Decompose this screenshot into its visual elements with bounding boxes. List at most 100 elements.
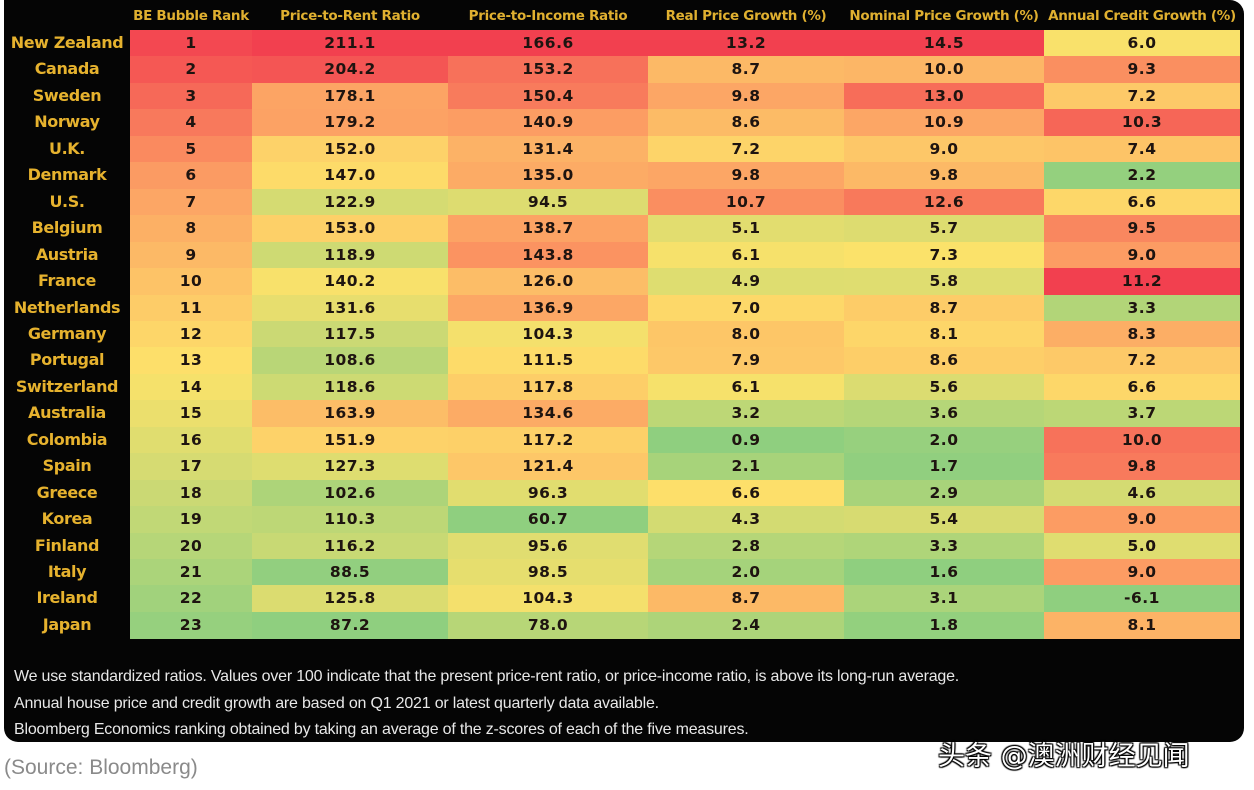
data-cell: 9.8 xyxy=(648,82,844,110)
data-cell: 1.6 xyxy=(844,559,1044,587)
row-label-country: U.K. xyxy=(49,138,85,158)
data-cell: 10.3 xyxy=(1044,109,1240,137)
footnotes: We use standardized ratios. Values over … xyxy=(14,664,959,744)
data-cell: 2.1 xyxy=(648,453,844,481)
data-cell: 10.0 xyxy=(1044,426,1240,454)
rank-cell: 10 xyxy=(130,268,252,296)
data-cell: 1.8 xyxy=(844,611,1044,639)
data-cell: 2.8 xyxy=(648,532,844,560)
rank-cell: 3 xyxy=(130,82,252,110)
data-cell: 5.0 xyxy=(1044,532,1240,560)
data-cell: 134.6 xyxy=(448,400,648,428)
data-cell: 178.1 xyxy=(252,82,448,110)
data-cell: 108.6 xyxy=(252,347,448,375)
row-label-country: Japan xyxy=(42,614,92,634)
data-cell: 3.3 xyxy=(1044,294,1240,322)
data-cell: 2.4 xyxy=(648,611,844,639)
data-cell: 88.5 xyxy=(252,559,448,587)
row-label-country: Australia xyxy=(28,403,106,423)
footnote-2: Annual house price and credit growth are… xyxy=(14,694,659,712)
data-cell: 7.3 xyxy=(844,241,1044,269)
data-cell: 3.3 xyxy=(844,532,1044,560)
rank-cell: 6 xyxy=(130,162,252,190)
column-header: Nominal Price Growth (%) xyxy=(849,8,1039,24)
data-cell: 2.9 xyxy=(844,479,1044,507)
data-cell: 136.9 xyxy=(448,294,648,322)
data-cell: 3.7 xyxy=(1044,400,1240,428)
data-cell: 104.3 xyxy=(448,320,648,348)
data-cell: 2.2 xyxy=(1044,162,1240,190)
footnote-3: Bloomberg Economics ranking obtained by … xyxy=(14,721,749,738)
data-cell: 131.6 xyxy=(252,294,448,322)
row-label-country: Denmark xyxy=(27,165,107,185)
data-cell: 150.4 xyxy=(448,82,648,110)
row-label-country: Sweden xyxy=(32,85,102,105)
data-cell: 7.4 xyxy=(1044,135,1240,163)
data-cell: 3.2 xyxy=(648,400,844,428)
data-cell: 152.0 xyxy=(252,135,448,163)
data-cell: 5.4 xyxy=(844,506,1044,534)
data-cell: 96.3 xyxy=(448,479,648,507)
data-cell: 9.8 xyxy=(844,162,1044,190)
data-cell: 0.9 xyxy=(648,426,844,454)
column-header-row: BE Bubble Rank Price-to-Rent Ratio Price-t… xyxy=(4,0,1244,34)
data-cell: 8.7 xyxy=(648,56,844,84)
data-cell: 3.1 xyxy=(844,585,1044,613)
rank-cell: 21 xyxy=(130,559,252,587)
rank-cell: 7 xyxy=(130,188,252,216)
data-cell: 8.3 xyxy=(1044,320,1240,348)
data-cell: 14.5 xyxy=(844,30,1044,58)
data-cell: 5.8 xyxy=(844,268,1044,296)
watermark: 头条 @澳洲财经见闻 xyxy=(938,741,1190,772)
row-label-country: New Zealand xyxy=(10,33,124,52)
row-label-country: Belgium xyxy=(31,218,103,238)
row-label-country: Italy xyxy=(47,562,87,581)
row-label-country: Spain xyxy=(42,456,92,476)
data-cell: 4.9 xyxy=(648,268,844,296)
data-cell: 166.6 xyxy=(448,30,648,58)
data-cell: 11.2 xyxy=(1044,268,1240,296)
data-cell: 1.7 xyxy=(844,453,1044,481)
rank-cell: 9 xyxy=(130,241,252,269)
data-cell: 9.0 xyxy=(1044,241,1240,269)
data-cell: 5.7 xyxy=(844,215,1044,243)
row-label-country: Greece xyxy=(36,482,98,502)
data-cell: 117.2 xyxy=(448,426,648,454)
rank-cell: 13 xyxy=(130,347,252,375)
data-cell: 8.1 xyxy=(844,320,1044,348)
data-cell: 147.0 xyxy=(252,162,448,190)
column-header: Price-to-Income Ratio xyxy=(468,8,628,24)
data-cell: 87.2 xyxy=(252,611,448,639)
data-cell: 9.8 xyxy=(1044,453,1240,481)
data-cell: 126.0 xyxy=(448,268,648,296)
data-cell: 153.2 xyxy=(448,56,648,84)
data-cell: 12.6 xyxy=(844,188,1044,216)
row-label-country: Austria xyxy=(35,244,99,264)
data-cell: 204.2 xyxy=(252,56,448,84)
data-cell: -6.1 xyxy=(1044,585,1240,613)
row-label-country: Canada xyxy=(34,59,100,79)
data-cell: 7.0 xyxy=(648,294,844,322)
data-cell: 7.2 xyxy=(648,135,844,163)
data-cell: 104.3 xyxy=(448,585,648,613)
data-cell: 8.1 xyxy=(1044,611,1240,639)
data-cell: 9.5 xyxy=(1044,215,1240,243)
source-caption: (Source: Bloomberg) xyxy=(4,756,198,779)
data-cell: 163.9 xyxy=(252,400,448,428)
row-label-country: Germany xyxy=(27,323,107,343)
data-cell: 4.6 xyxy=(1044,479,1240,507)
column-header: Price-to-Rent Ratio xyxy=(280,8,420,24)
data-cell: 117.8 xyxy=(448,373,648,401)
data-cell: 111.5 xyxy=(448,347,648,375)
rank-cell: 8 xyxy=(130,215,252,243)
data-cell: 110.3 xyxy=(252,506,448,534)
rank-cell: 16 xyxy=(130,426,252,454)
data-cell: 125.8 xyxy=(252,585,448,613)
row-label-country: Switzerland xyxy=(15,376,119,396)
rank-cell: 14 xyxy=(130,373,252,401)
data-cell: 7.2 xyxy=(1044,347,1240,375)
rank-cell: 18 xyxy=(130,479,252,507)
column-header: BE Bubble Rank xyxy=(133,8,249,24)
data-cell: 8.6 xyxy=(648,109,844,137)
data-cell: 9.0 xyxy=(1044,559,1240,587)
